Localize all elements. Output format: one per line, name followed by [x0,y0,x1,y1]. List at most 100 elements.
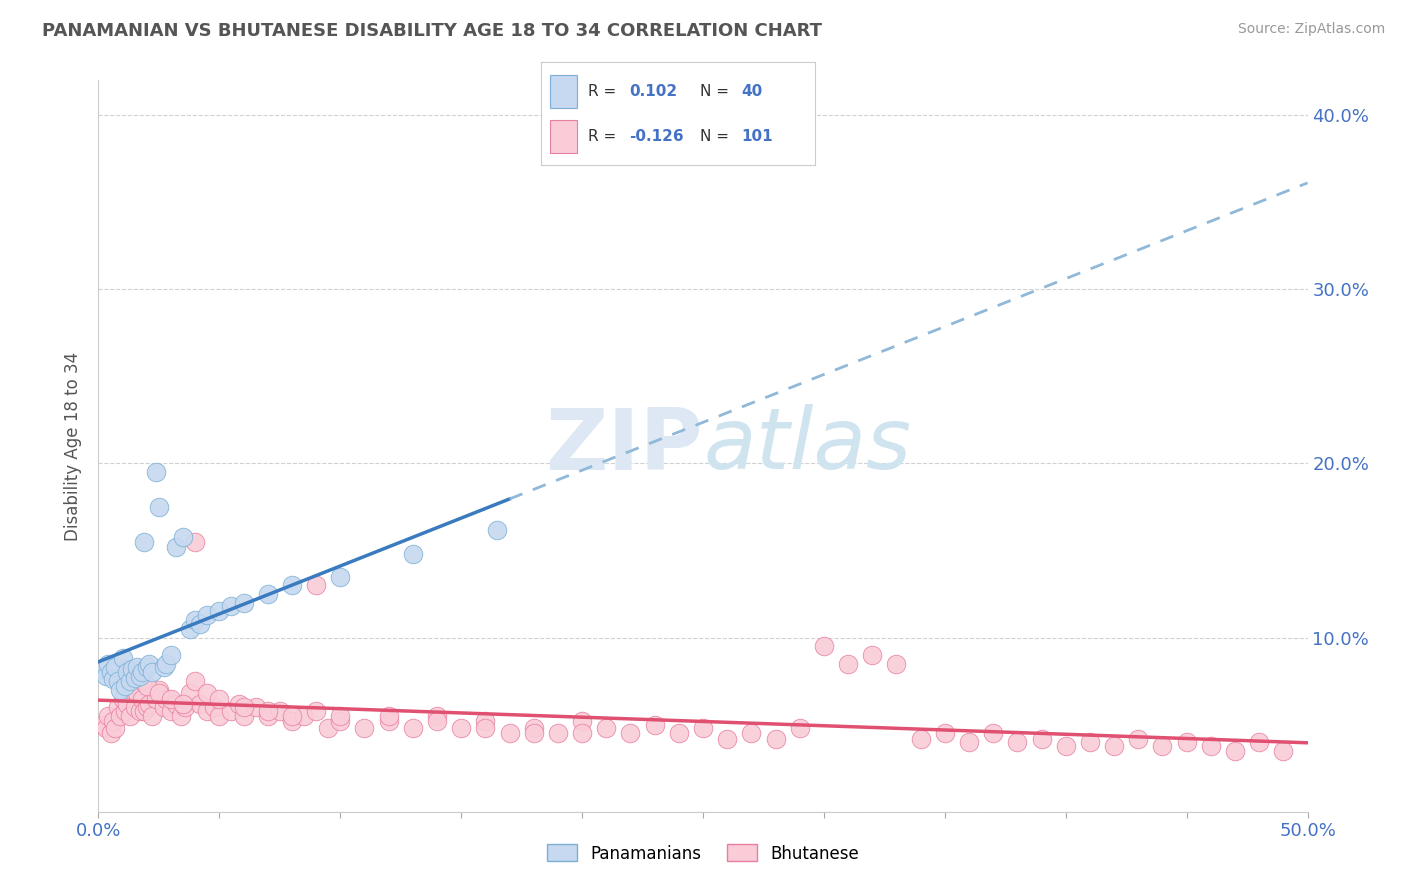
Point [474,721,496,735]
Point [281,709,304,723]
Point [377,709,399,723]
Point [1272,744,1295,758]
Point [172,697,194,711]
Point [121,682,143,697]
Point [141,709,163,723]
Point [148,500,170,514]
Point [245,700,267,714]
Bar [550,75,576,108]
Point [135,700,157,714]
Point [957,735,980,749]
Point [131,674,153,689]
Point [228,697,250,711]
Point [117,662,139,676]
Text: Source: ZipAtlas.com: Source: ZipAtlas.com [1237,22,1385,37]
Point [1223,744,1246,758]
Point [124,700,146,714]
Point [104,660,127,674]
Point [118,709,141,723]
Point [107,700,129,714]
Point [353,721,375,735]
Point [692,721,714,735]
Y-axis label: Disability Age 18 to 34: Disability Age 18 to 34 [65,351,83,541]
Point [104,721,127,735]
Point [292,709,315,723]
Point [329,709,352,723]
Point [108,682,131,697]
Point [1199,739,1222,753]
Point [118,674,141,689]
Point [426,709,449,723]
Point [165,697,187,711]
Point [1078,735,1101,749]
Point [124,671,146,685]
Point [668,726,690,740]
Point [1007,735,1029,749]
Point [1249,735,1271,749]
Point [138,657,160,671]
Text: 101: 101 [741,128,773,144]
Point [498,726,520,740]
Point [97,657,120,671]
Point [94,669,117,683]
Point [134,534,156,549]
Point [127,660,149,674]
Point [148,686,170,700]
Point [474,714,496,728]
Point [523,721,546,735]
Point [195,704,218,718]
Point [179,686,201,700]
Point [188,616,211,631]
Point [145,465,167,479]
Point [208,709,231,723]
Point [1152,739,1174,753]
Point [124,669,146,683]
Point [188,697,211,711]
Point [208,604,231,618]
Point [547,726,569,740]
Point [114,704,136,718]
Point [523,726,546,740]
Point [426,714,449,728]
Point [221,599,243,614]
Point [148,682,170,697]
Point [184,534,207,549]
Point [195,686,218,700]
Point [169,709,191,723]
Point [595,721,617,735]
Point [571,726,593,740]
Point [160,691,183,706]
Point [450,721,472,735]
Point [152,660,174,674]
Point [172,530,194,544]
Point [97,709,120,723]
Point [910,731,932,746]
Point [160,648,183,662]
Point [269,704,291,718]
Point [281,578,304,592]
Point [221,704,243,718]
Point [91,717,114,731]
Point [184,613,207,627]
Point [740,726,762,740]
Point [117,697,139,711]
Point [316,721,339,735]
Point [127,686,149,700]
Point [486,523,509,537]
Point [204,700,226,714]
Point [155,657,177,671]
Point [100,726,122,740]
Point [789,721,811,735]
Point [94,721,117,735]
Point [402,547,425,561]
Point [138,697,160,711]
Point [131,691,153,706]
Point [117,665,139,680]
Point [195,607,218,622]
Text: R =: R = [588,128,621,144]
Text: 40: 40 [741,84,762,99]
Point [152,700,174,714]
Text: atlas: atlas [703,404,911,488]
Point [329,714,352,728]
Point [256,709,278,723]
